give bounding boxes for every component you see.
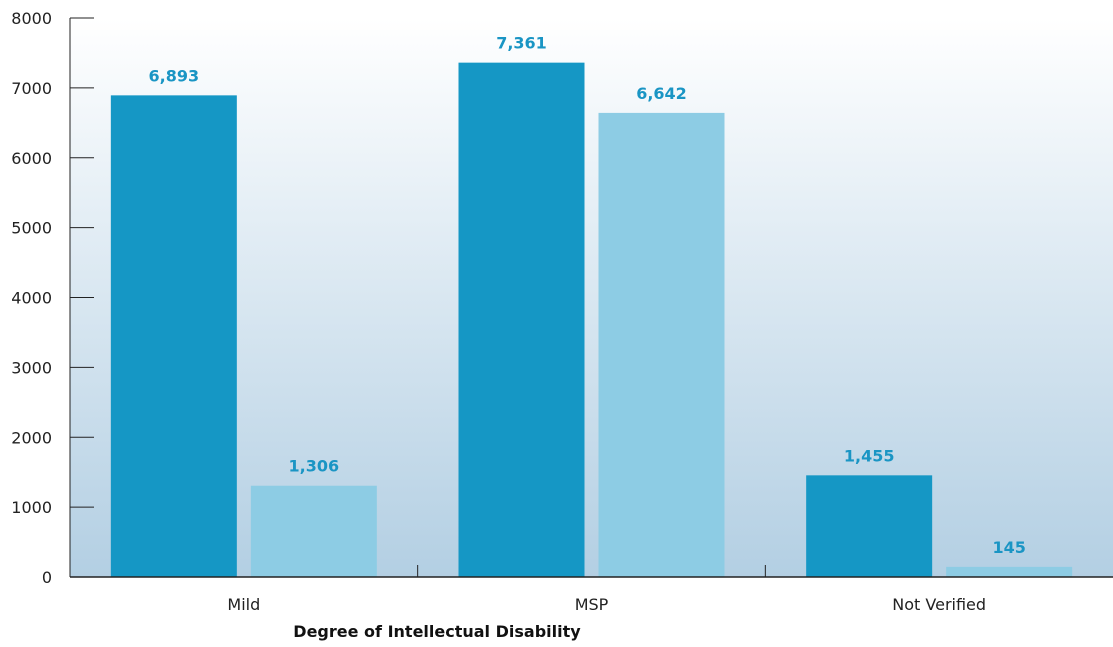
data-label-msp-series-1: 7,361 — [496, 34, 547, 53]
data-label-mild-series-2: 1,306 — [289, 457, 340, 476]
data-label-msp-series-2: 6,642 — [636, 84, 687, 103]
bar-mild-series-1 — [110, 95, 237, 577]
x-tick-label-msp: MSP — [575, 595, 609, 614]
data-label-not-verified-series-1: 1,455 — [844, 446, 895, 465]
data-label-not-verified-series-2: 145 — [992, 538, 1025, 557]
x-tick-label-mild: Mild — [227, 595, 260, 614]
y-tick-label: 3000 — [11, 358, 52, 377]
bar-mild-series-2 — [250, 485, 377, 577]
data-label-mild-series-1: 6,893 — [149, 66, 200, 85]
y-tick-label: 6000 — [11, 149, 52, 168]
y-tick-label: 4000 — [11, 289, 52, 308]
bar-not-verified-series-2 — [946, 566, 1073, 577]
y-tick-label: 2000 — [11, 428, 52, 447]
y-tick-label: 0 — [42, 568, 52, 587]
bar-msp-series-2 — [598, 112, 725, 577]
plot-background — [70, 18, 1113, 577]
y-tick-label: 7000 — [11, 79, 52, 98]
y-tick-label: 8000 — [11, 9, 52, 28]
y-tick-label: 1000 — [11, 498, 52, 517]
x-tick-label-not-verified: Not Verified — [892, 595, 986, 614]
bar-msp-series-1 — [458, 62, 585, 577]
bar-not-verified-series-1 — [806, 475, 933, 577]
x-axis-title: Degree of Intellectual Disability — [293, 622, 581, 641]
y-tick-label: 5000 — [11, 219, 52, 238]
